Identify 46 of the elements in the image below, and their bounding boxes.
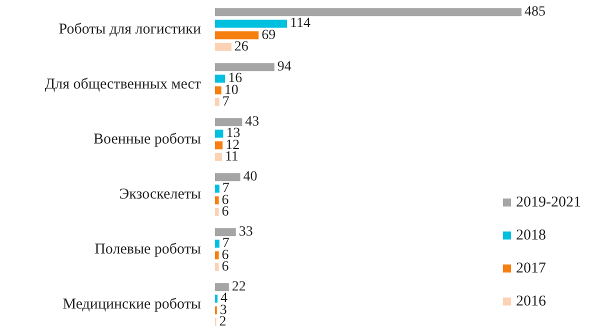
bar <box>215 20 288 28</box>
data-label: 94 <box>277 60 292 75</box>
data-label: 43 <box>245 114 260 130</box>
bar <box>215 130 224 138</box>
legend-label: 2018 <box>516 228 546 244</box>
bar <box>215 173 240 182</box>
y-tick-label: Медицинские роботы <box>62 296 201 312</box>
data-label: 11 <box>224 149 238 164</box>
bar <box>215 251 219 260</box>
legend-label: 2016 <box>516 294 547 310</box>
bar <box>215 228 236 236</box>
data-label: 40 <box>243 170 258 185</box>
bar <box>215 98 220 106</box>
data-label: 6 <box>222 204 229 220</box>
bar <box>215 184 220 193</box>
bar <box>215 208 219 216</box>
bar <box>215 63 274 72</box>
bar <box>215 8 522 16</box>
data-label: 69 <box>262 28 276 43</box>
bar <box>215 86 222 94</box>
legend-label: 2017 <box>516 260 547 276</box>
data-label: 7 <box>222 94 230 110</box>
bar <box>215 240 220 248</box>
bar <box>215 42 232 51</box>
y-tick-label: Для общественных мест <box>44 76 202 92</box>
bar <box>215 294 218 303</box>
y-tick-label: Военные роботы <box>94 132 201 148</box>
data-label: 6 <box>222 259 229 274</box>
bar <box>215 141 223 150</box>
data-label: 26 <box>234 39 248 54</box>
bar <box>215 152 222 161</box>
bar <box>215 118 242 126</box>
bar <box>215 196 219 204</box>
legend-label: 2019-2021 <box>516 194 582 210</box>
bar <box>215 31 259 40</box>
data-label: 114 <box>290 16 311 32</box>
data-label: 22 <box>232 280 246 295</box>
y-tick-label: Роботы для логистики <box>58 22 201 38</box>
data-label: 2 <box>219 314 226 330</box>
y-tick-label: Полевые роботы <box>94 242 201 258</box>
y-tick-label: Экзоскелеты <box>119 186 201 202</box>
data-label: 33 <box>238 224 253 240</box>
data-label: 485 <box>524 4 546 20</box>
bar <box>215 283 229 292</box>
bar <box>215 74 226 83</box>
bar <box>215 262 219 271</box>
